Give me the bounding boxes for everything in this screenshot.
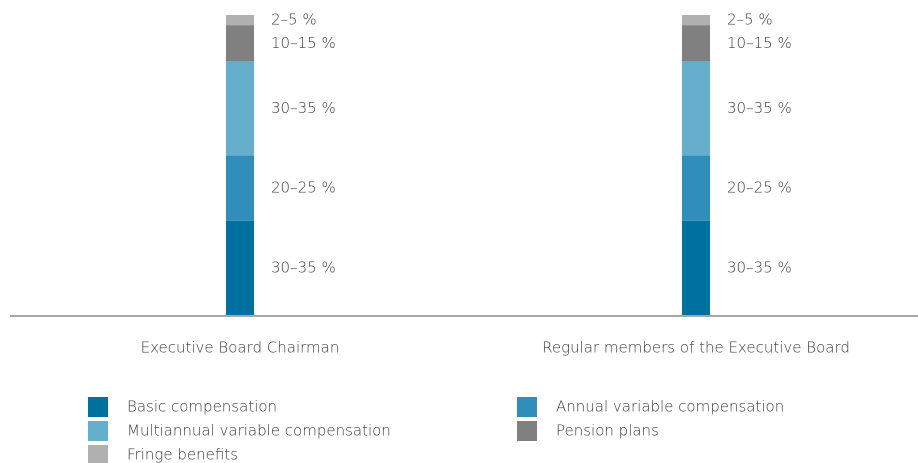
legend-label: Pension plans — [556, 422, 659, 440]
bar-segment — [682, 25, 710, 62]
bar-segment — [226, 25, 254, 62]
data-label: 30–35 % — [727, 99, 792, 117]
x-tick-label: Regular members of the Executive Board — [542, 339, 850, 357]
bar-segment — [226, 15, 254, 26]
legend-swatch — [517, 421, 537, 441]
bar-segment — [682, 155, 710, 221]
bar-segment — [682, 61, 710, 156]
legend-label: Multiannual variable compensation — [127, 422, 391, 440]
data-label: 20–25 % — [271, 179, 336, 197]
bar-segment — [226, 61, 254, 156]
data-label: 30–35 % — [271, 258, 336, 276]
legend-swatch — [88, 421, 108, 441]
bar-segment — [226, 155, 254, 221]
data-label: 20–25 % — [727, 179, 792, 197]
data-label: 2–5 % — [727, 11, 773, 29]
legend-swatch — [88, 397, 108, 417]
data-label: 2–5 % — [271, 11, 317, 29]
data-label: 10–15 % — [727, 34, 792, 52]
legend-label: Basic compensation — [127, 398, 277, 416]
bar-segment — [682, 220, 710, 315]
legend-label: Annual variable compensation — [556, 398, 784, 416]
bar-segment — [226, 220, 254, 315]
legend-swatch — [517, 397, 537, 417]
data-label: 10–15 % — [271, 34, 336, 52]
legend-swatch — [88, 445, 108, 463]
data-label: 30–35 % — [727, 258, 792, 276]
data-label: 30–35 % — [271, 99, 336, 117]
x-tick-label: Executive Board Chairman — [141, 339, 340, 357]
legend-label: Fringe benefits — [127, 446, 238, 463]
bar-segment — [682, 15, 710, 26]
